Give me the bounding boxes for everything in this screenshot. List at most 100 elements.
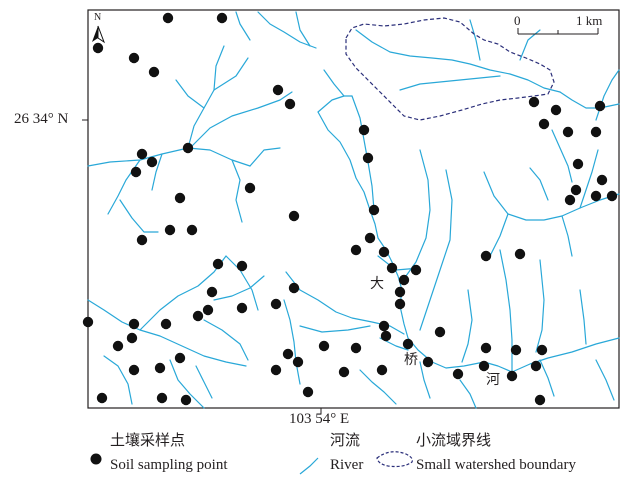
soil-sampling-point (550, 104, 562, 116)
soil-sampling-point (270, 298, 282, 310)
legend-river-cn: 河流 (330, 433, 361, 449)
watershed-boundary (345, 17, 555, 121)
river-network (87, 11, 620, 409)
soil-sampling-point (606, 190, 618, 202)
soil-sampling-points (82, 12, 618, 406)
soil-sampling-point (378, 320, 390, 332)
legend-point-cn: 土壤采样点 (110, 433, 186, 449)
soil-sampling-point (538, 118, 550, 130)
soil-sampling-point (270, 364, 282, 376)
soil-sampling-point (434, 326, 446, 338)
soil-sampling-point (422, 356, 434, 368)
soil-sampling-point (244, 182, 256, 194)
soil-sampling-point (154, 362, 166, 374)
scale-bar-icon (517, 28, 599, 35)
soil-sampling-point (164, 224, 176, 236)
soil-sampling-point (112, 340, 124, 352)
north-arrow-icon (92, 25, 106, 44)
soil-sampling-point (350, 342, 362, 354)
north-label: N (94, 12, 102, 23)
soil-sampling-point (564, 194, 576, 206)
soil-sampling-point (146, 156, 158, 168)
soil-sampling-point (162, 12, 174, 24)
soil-sampling-point (216, 12, 228, 24)
legend-watershed-cn: 小流域界线 (416, 433, 492, 449)
soil-sampling-point (202, 304, 214, 316)
soil-sampling-point (378, 246, 390, 258)
soil-sampling-point (394, 286, 406, 298)
river-name-char-1: 大 (370, 277, 384, 292)
soil-sampling-point (562, 126, 574, 138)
soil-sampling-point (156, 392, 168, 404)
soil-sampling-point (92, 42, 104, 54)
soil-sampling-point (272, 84, 284, 96)
soil-sampling-point (364, 232, 376, 244)
soil-sampling-point (236, 260, 248, 272)
longitude-label: 103 54° E (289, 411, 350, 427)
scale-end-label: 1 km (576, 13, 603, 28)
soil-sampling-point (236, 302, 248, 314)
soil-sampling-point (136, 148, 148, 160)
legend-watershed-en: Small watershed boundary (416, 457, 576, 473)
soil-sampling-point (478, 360, 490, 372)
soil-sampling-point (128, 318, 140, 330)
soil-sampling-point (284, 98, 296, 110)
river-name-char-2: 桥 (404, 353, 418, 368)
soil-sampling-point (148, 66, 160, 78)
scale-start-label: 0 (514, 13, 521, 28)
soil-sampling-point (136, 234, 148, 246)
soil-sampling-point (506, 370, 518, 382)
soil-sampling-point (530, 360, 542, 372)
soil-sampling-point (590, 190, 602, 202)
soil-sampling-point (180, 394, 192, 406)
soil-sampling-point (570, 184, 582, 196)
soil-sampling-point (376, 364, 388, 376)
soil-sampling-point (174, 192, 186, 204)
map-frame (87, 9, 620, 409)
soil-sampling-point (292, 356, 304, 368)
soil-sampling-point (288, 282, 300, 294)
soil-sampling-point (350, 244, 362, 256)
point-symbol-icon (90, 453, 102, 465)
soil-sampling-point (398, 274, 410, 286)
soil-sampling-point (174, 352, 186, 364)
latitude-label: 26 34° N (14, 111, 69, 127)
soil-sampling-point (128, 52, 140, 64)
soil-sampling-point (338, 366, 350, 378)
soil-sampling-point (410, 264, 422, 276)
soil-sampling-point (572, 158, 584, 170)
soil-sampling-point (302, 386, 314, 398)
soil-sampling-point (288, 210, 300, 222)
soil-sampling-point (536, 344, 548, 356)
soil-sampling-point (282, 348, 294, 360)
soil-sampling-point (130, 166, 142, 178)
soil-sampling-point (128, 364, 140, 376)
boundary-symbol-icon (376, 451, 413, 468)
legend-river-en: River (330, 457, 364, 473)
soil-sampling-point (160, 318, 172, 330)
legend-point-en: Soil sampling point (110, 457, 228, 473)
soil-sampling-point (452, 368, 464, 380)
soil-sampling-point (528, 96, 540, 108)
soil-sampling-point (590, 126, 602, 138)
soil-sampling-point (534, 394, 546, 406)
soil-sampling-point (480, 342, 492, 354)
soil-sampling-point (126, 332, 138, 344)
soil-sampling-point (318, 340, 330, 352)
river-name-char-3: 河 (486, 373, 500, 388)
soil-sampling-point (514, 248, 526, 260)
soil-sampling-point (368, 204, 380, 216)
soil-sampling-point (212, 258, 224, 270)
soil-sampling-point (594, 100, 606, 112)
soil-sampling-point (510, 344, 522, 356)
soil-sampling-point (186, 224, 198, 236)
soil-sampling-point (480, 250, 492, 262)
soil-sampling-point (182, 142, 194, 154)
soil-sampling-point (380, 330, 392, 342)
soil-sampling-point (596, 174, 608, 186)
soil-sampling-point (82, 316, 94, 328)
soil-sampling-point (358, 124, 370, 136)
soil-sampling-point (362, 152, 374, 164)
soil-sampling-point (206, 286, 218, 298)
